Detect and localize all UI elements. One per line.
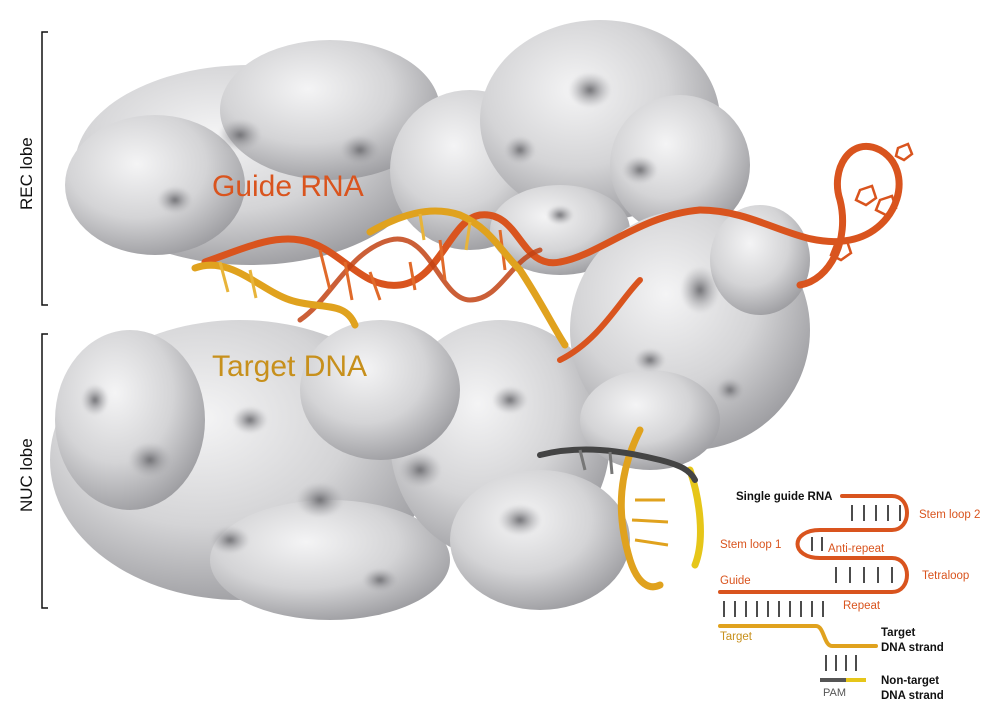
target-dna-helix	[191, 207, 704, 591]
target-dna-strand-label-1: Target	[881, 627, 915, 639]
repeat-pairs	[835, 567, 893, 583]
non-target-strand-label-1: Non-target	[881, 675, 939, 687]
rec-lobe-surface	[65, 20, 750, 275]
repeat-label: Repeat	[843, 600, 881, 612]
target-dna-label: Target DNA	[212, 350, 367, 383]
stem-loop-1-label: Stem loop 1	[720, 539, 781, 551]
guide-rna-label: Guide RNA	[212, 170, 364, 203]
target-label: Target	[720, 631, 753, 643]
target-dna-strand-label-2: DNA strand	[881, 642, 944, 654]
anti-repeat-label: Anti-repeat	[828, 543, 885, 555]
pam-pairs	[825, 655, 857, 671]
stem-loop-1-pairs	[811, 537, 823, 551]
rec-lobe-label: REC lobe	[17, 137, 36, 210]
target-strand-line	[718, 624, 878, 648]
nuc-lobe-surface	[50, 320, 630, 620]
guide-label: Guide	[720, 575, 751, 587]
tetraloop-label: Tetraloop	[922, 570, 969, 582]
nuc-lobe-label: NUC lobe	[17, 438, 36, 512]
protein-surface	[50, 20, 810, 620]
single-guide-rna-label: Single guide RNA	[736, 491, 832, 503]
sgrna-schematic	[718, 494, 909, 682]
stem-loop-2-pairs	[851, 505, 901, 521]
nuc-lobe-bracket	[41, 333, 48, 609]
sgrna-backbone	[718, 494, 909, 594]
non-target-strand-label-2: DNA strand	[881, 690, 944, 702]
rec-lobe-bracket	[41, 31, 48, 306]
stem-loop-2-label: Stem loop 2	[919, 509, 980, 521]
guide-rna-helix	[201, 142, 914, 363]
guide-target-pairs	[723, 601, 824, 617]
surface-pits	[81, 72, 744, 592]
pam-label: PAM	[823, 687, 846, 699]
